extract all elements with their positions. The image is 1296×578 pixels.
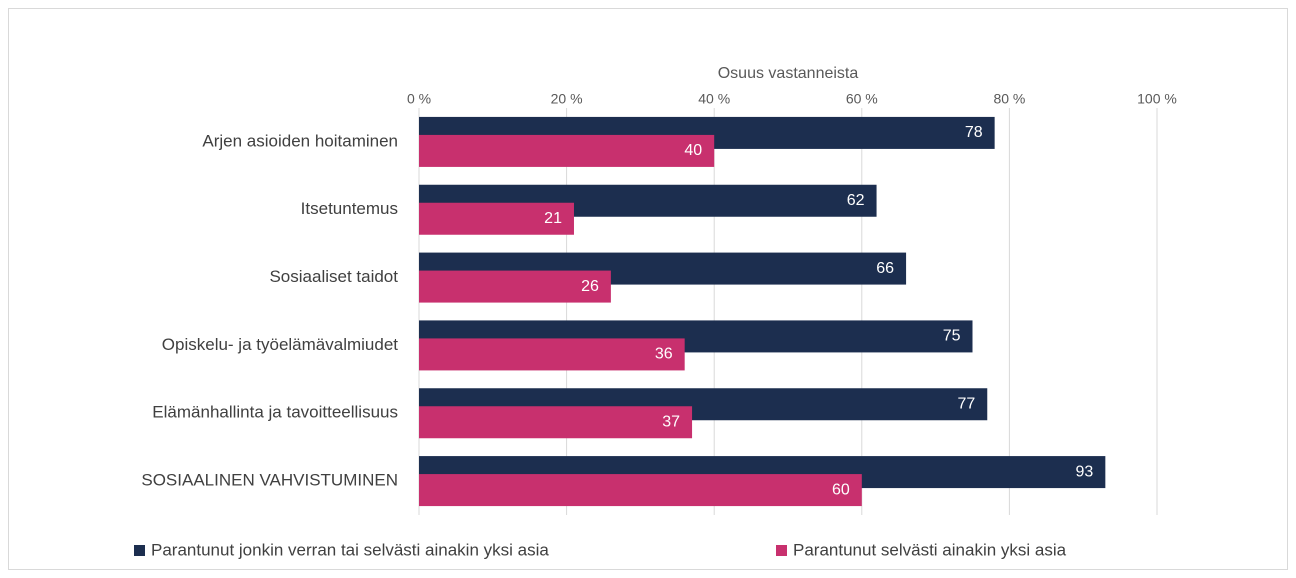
legend-swatch [776,545,787,556]
bar [419,202,574,235]
x-tick-label: 80 % [993,91,1025,107]
legend-label: Parantunut selvästi ainakin yksi asia [793,540,1067,559]
value-label: 60 [832,481,850,498]
value-label: 37 [662,413,680,430]
x-tick-label: 100 % [1137,91,1177,107]
value-label: 21 [544,210,562,227]
x-tick-label: 0 % [407,91,431,107]
value-label: 78 [965,124,983,141]
y-tick-label: Sosiaaliset taidot [269,267,398,286]
bar [419,270,611,303]
bar [419,406,693,439]
value-label: 75 [943,328,961,345]
value-label: 40 [684,142,702,159]
y-tick-label: Opiskelu- ja työelämävalmiudet [162,335,398,354]
y-tick-label: Elämänhallinta ja tavoitteellisuus [152,403,398,422]
x-tick-label: 40 % [698,91,730,107]
value-label: 66 [876,260,894,277]
value-label: 36 [655,346,673,363]
bar [419,474,862,507]
y-tick-label: Arjen asioiden hoitaminen [202,131,398,150]
x-tick-label: 20 % [551,91,583,107]
value-label: 93 [1076,463,1094,480]
y-tick-label: SOSIAALINEN VAHVISTUMINEN [141,471,398,490]
legend-swatch [134,545,145,556]
bar [419,338,685,371]
legend-label: Parantunut jonkin verran tai selvästi ai… [151,540,549,559]
axis-title: Osuus vastanneista [718,65,859,82]
x-tick-label: 60 % [846,91,878,107]
value-label: 77 [957,395,975,412]
value-label: 26 [581,278,599,295]
value-label: 62 [847,192,865,209]
y-tick-label: Itsetuntemus [301,199,398,218]
bar [419,134,715,167]
